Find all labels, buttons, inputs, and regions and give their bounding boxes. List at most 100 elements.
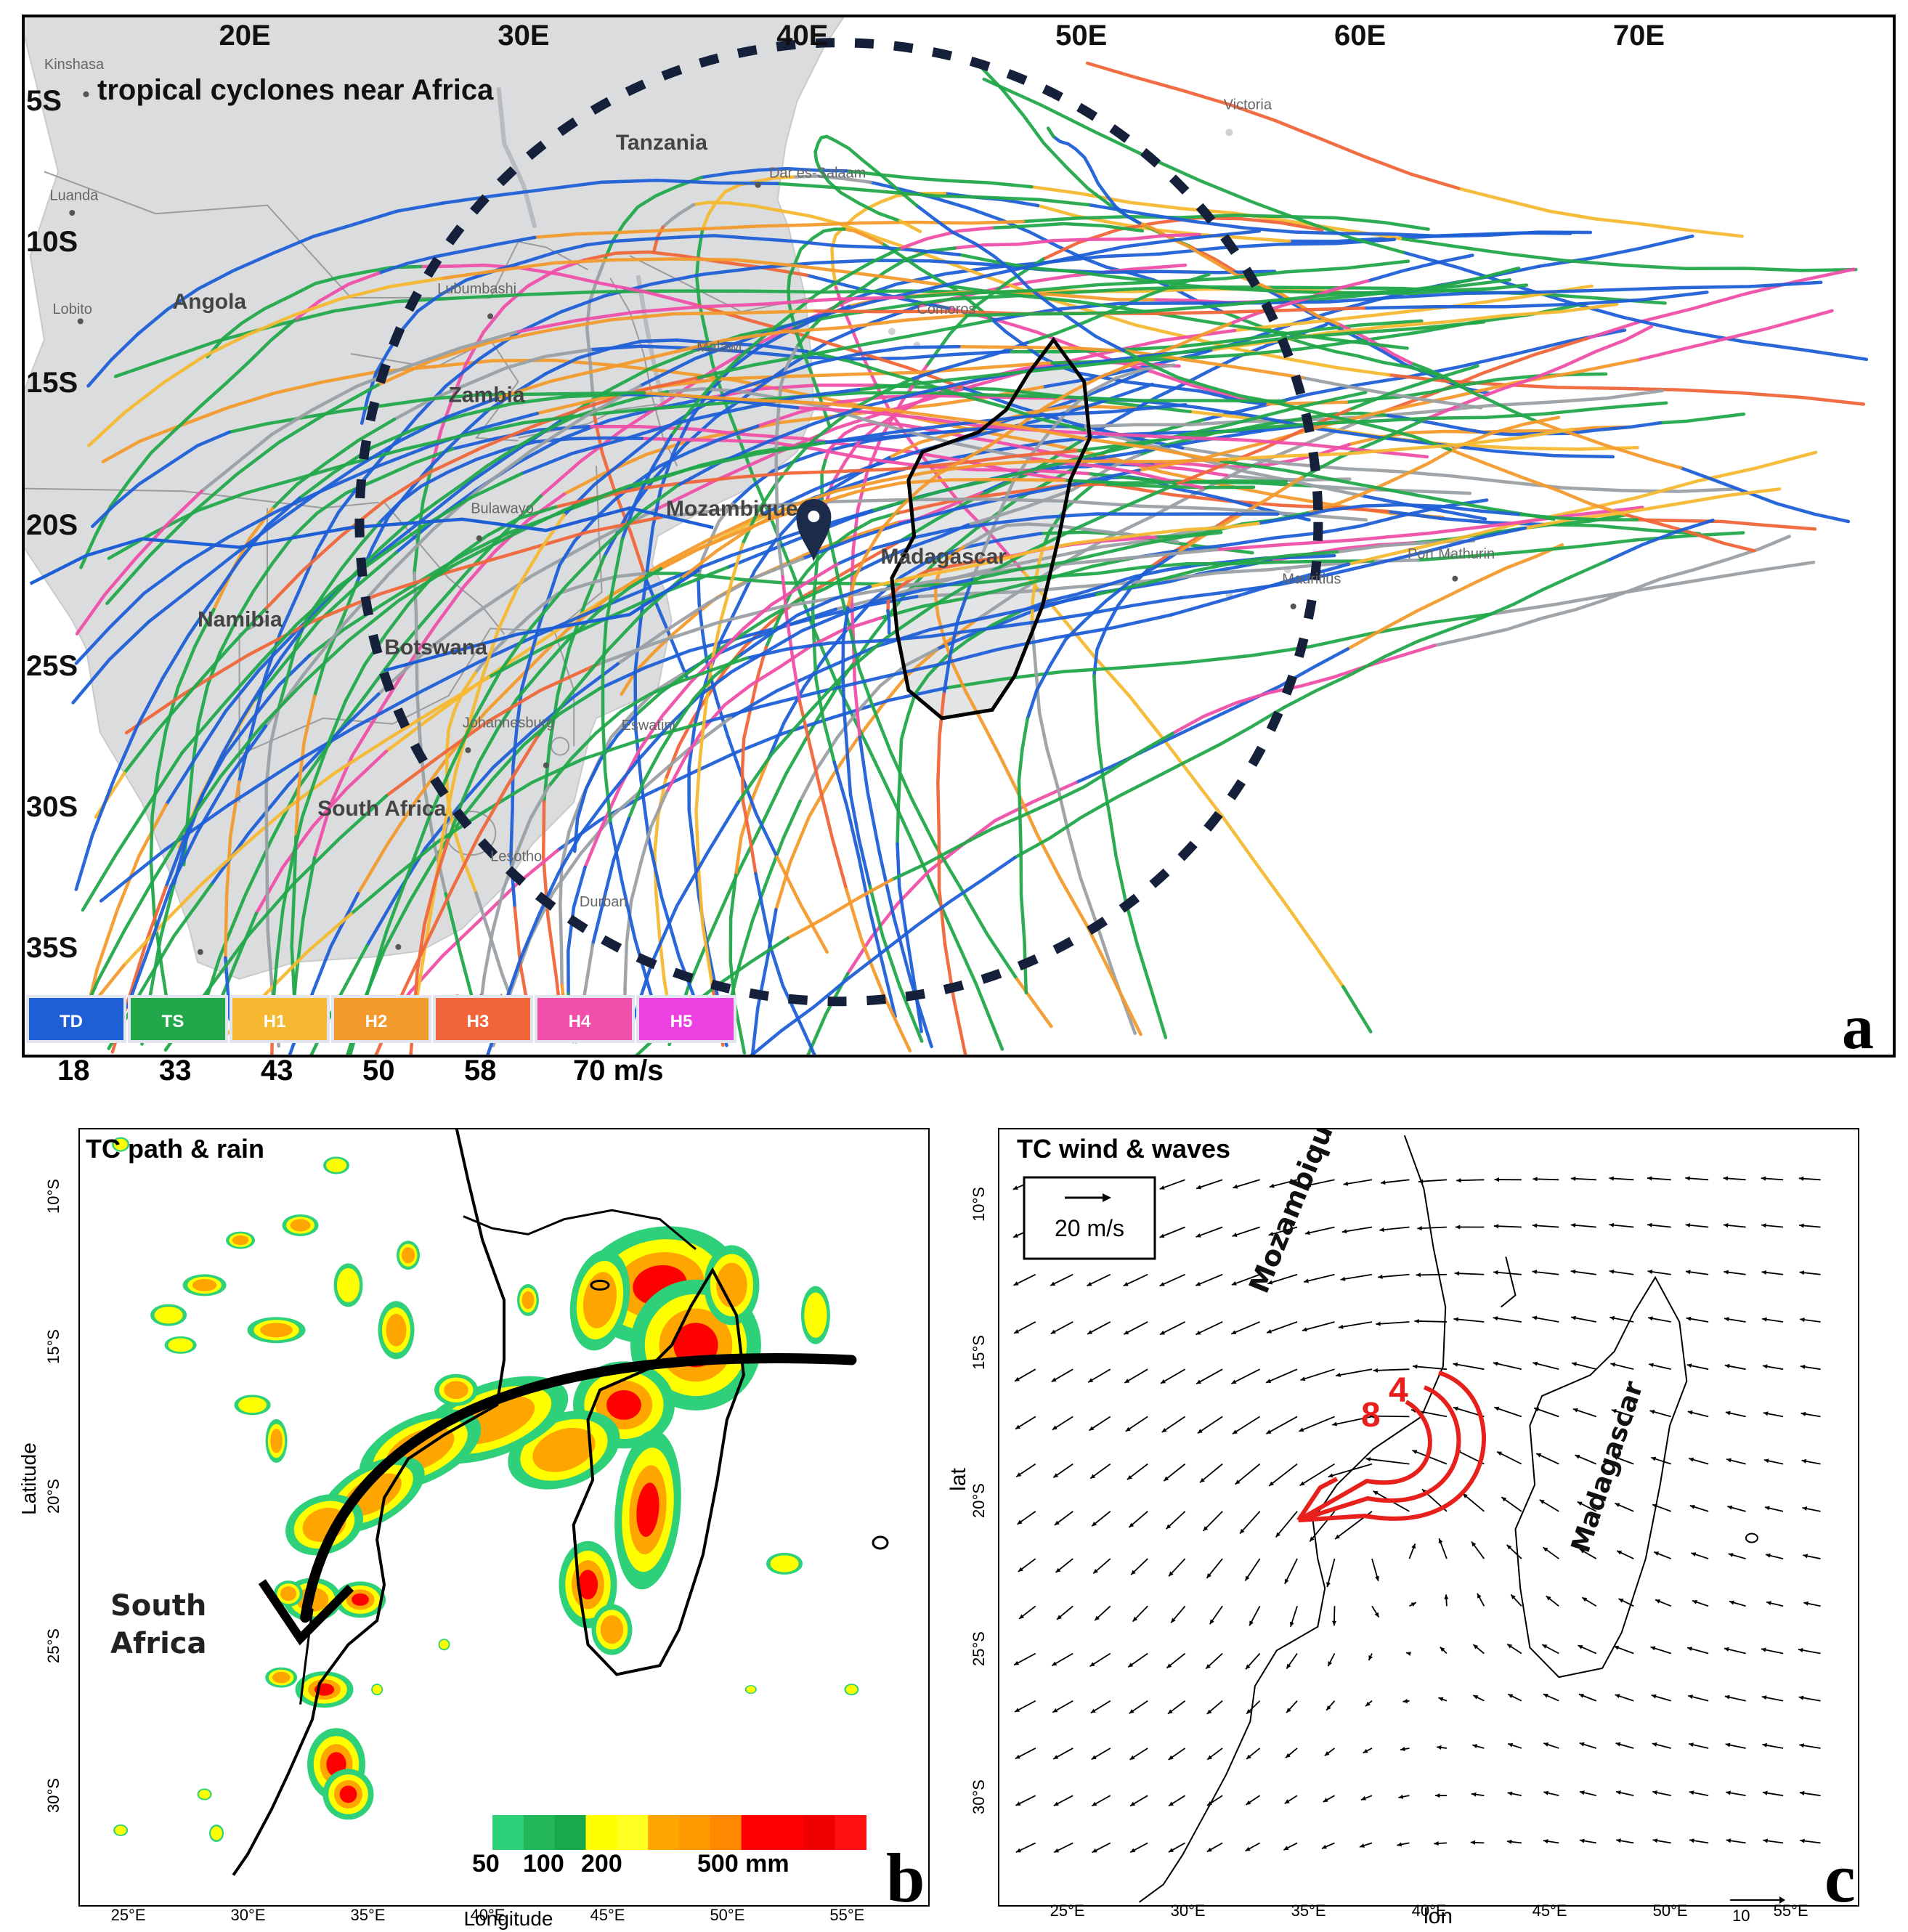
wind-vector xyxy=(1729,1601,1746,1607)
wind-vector xyxy=(1246,1748,1260,1759)
wind-vector xyxy=(1164,1464,1185,1481)
wind-vector xyxy=(1455,1271,1485,1275)
wind-vector-shaft xyxy=(1339,1322,1372,1328)
wind-vector xyxy=(1571,1316,1596,1322)
wind-vector xyxy=(1057,1606,1073,1620)
y-tick-label: 20°S xyxy=(970,1483,988,1518)
wind-vector xyxy=(1128,1654,1148,1668)
wind-vector xyxy=(1726,1743,1746,1748)
wind-vector xyxy=(1456,1178,1484,1182)
wind-vector xyxy=(1726,1790,1745,1795)
wind-vector xyxy=(1649,1363,1671,1370)
wind-vector xyxy=(1647,1223,1671,1227)
wind-vector xyxy=(1246,1654,1260,1670)
wind-vector xyxy=(1582,1597,1596,1606)
wind-vector xyxy=(1652,1694,1671,1701)
wind-vector xyxy=(1286,1748,1297,1758)
cyclone-track-segment xyxy=(1097,927,1134,1033)
place-label: Dar es-Salaam xyxy=(769,165,866,181)
wind-vector xyxy=(1266,1369,1297,1383)
wind-vector-head xyxy=(1378,1275,1383,1279)
wind-vector xyxy=(1018,1559,1036,1572)
wind-vector xyxy=(1799,1177,1821,1181)
wind-vector xyxy=(1764,1458,1783,1464)
y-tick-label: 15°S xyxy=(44,1329,63,1364)
wind-vector-head xyxy=(1196,1185,1201,1190)
wind-vector xyxy=(1126,1416,1148,1431)
wind-vector-shaft xyxy=(1269,1464,1297,1486)
wind-vector-head xyxy=(1533,1177,1537,1181)
wind-vector xyxy=(1655,1599,1671,1606)
wind-vector xyxy=(1092,1843,1111,1852)
place-label: Eswatini xyxy=(622,718,675,734)
wind-vector xyxy=(1416,1273,1447,1277)
legend-threshold-h1: 33 xyxy=(159,1055,192,1087)
wind-vector xyxy=(1762,1743,1783,1748)
south-africa-label-line1: South xyxy=(110,1587,207,1625)
wind-vector xyxy=(1688,1411,1708,1416)
rain-cell xyxy=(402,1247,415,1263)
wind-vector-head xyxy=(1434,1841,1438,1846)
wind-vector xyxy=(1368,1654,1373,1661)
wind-vector xyxy=(1206,1654,1222,1669)
wind-vector xyxy=(1724,1647,1746,1654)
colorbar-segment xyxy=(835,1815,866,1850)
wind-vector xyxy=(1471,1793,1484,1797)
wind-wave-map xyxy=(999,1129,1858,1905)
wind-vector-head xyxy=(1456,1178,1461,1182)
place-label: Lubumbashi xyxy=(437,281,516,297)
wind-vector xyxy=(1473,1695,1484,1701)
wind-vector-shaft xyxy=(1302,1322,1335,1331)
wind-vector xyxy=(1444,1594,1448,1606)
wind-vector-head xyxy=(1763,1411,1769,1416)
wind-vector-shaft xyxy=(1336,1369,1372,1376)
wind-vector xyxy=(1055,1511,1073,1525)
wind-vector xyxy=(1802,1506,1820,1511)
place-label: Luanda xyxy=(50,188,100,204)
wind-vector xyxy=(1800,1791,1821,1795)
wind-vector-shaft xyxy=(1328,1464,1372,1477)
wind-vector xyxy=(1210,1606,1222,1624)
wind-vector xyxy=(1725,1364,1746,1369)
wind-vector xyxy=(1171,1606,1185,1623)
wind-vector xyxy=(1508,1743,1522,1748)
cyclone-track-segment xyxy=(752,910,776,1055)
wind-vector xyxy=(1246,1795,1259,1805)
wind-vector xyxy=(1571,1177,1596,1181)
wind-vector-head xyxy=(1726,1411,1731,1416)
wind-vector xyxy=(1286,1701,1297,1713)
legend-threshold-h5: 70 m/s xyxy=(573,1055,664,1087)
cyclone-track-segment xyxy=(1048,129,1053,137)
colorbar-label: 200 xyxy=(581,1850,622,1878)
wind-vector xyxy=(1439,1538,1447,1559)
wind-vector-head xyxy=(1332,1621,1336,1625)
wind-vector xyxy=(1196,1369,1222,1384)
wind-vector xyxy=(1378,1275,1409,1279)
wind-vector xyxy=(1283,1843,1297,1850)
wind-vector xyxy=(1609,1223,1634,1227)
wind-vector xyxy=(1435,1793,1447,1798)
colorbar-segment xyxy=(803,1815,835,1850)
wind-vector xyxy=(1798,1648,1821,1653)
wind-vector xyxy=(1053,1748,1073,1759)
wind-vector xyxy=(1088,1369,1111,1382)
wind-vector xyxy=(1124,1322,1148,1334)
x-tick-label: 45°E xyxy=(1533,1901,1567,1920)
wind-vector-head xyxy=(1305,1230,1310,1235)
wind-vector xyxy=(1440,1647,1447,1654)
rain-cell xyxy=(444,1381,468,1399)
vector-key-label: 20 m/s xyxy=(1055,1215,1124,1242)
wind-vector xyxy=(1471,1840,1485,1845)
wind-vector-shaft xyxy=(1231,1369,1259,1384)
rain-cell xyxy=(270,1429,283,1453)
cyclone-track-segment xyxy=(1458,188,1742,236)
wind-vector xyxy=(1196,1227,1223,1238)
wind-vector xyxy=(1473,1644,1484,1653)
place-label: Malawi xyxy=(697,339,742,355)
place-label: Namibia xyxy=(198,608,283,632)
y-tick-label: 30°S xyxy=(970,1779,988,1814)
wind-vector-head xyxy=(1687,1363,1692,1368)
wind-vector xyxy=(1609,1176,1633,1180)
y-tick-label: 10°S xyxy=(44,1179,63,1214)
wind-vector xyxy=(1799,1696,1821,1701)
